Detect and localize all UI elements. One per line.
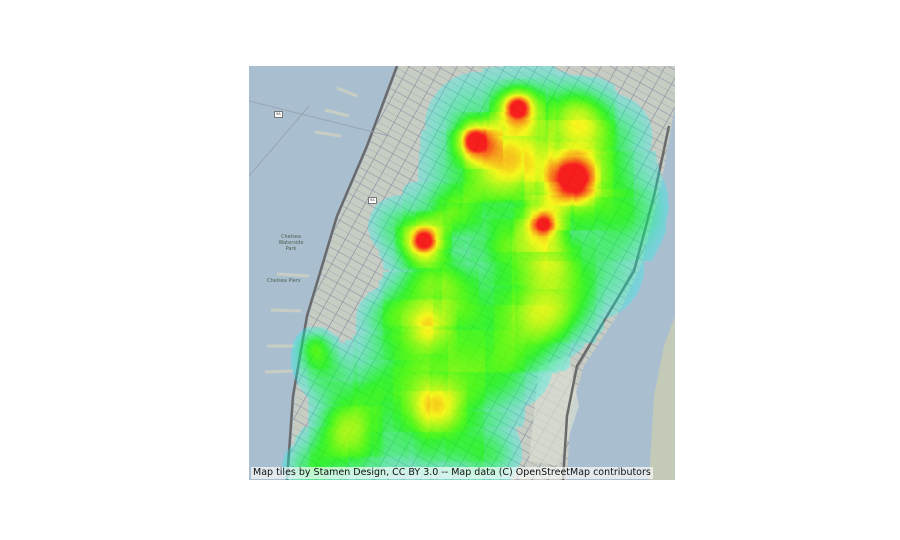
highway-shield: 9A bbox=[274, 111, 283, 118]
map-attribution: Map tiles by Stamen Design, CC BY 3.0 --… bbox=[251, 467, 653, 479]
highway-shield: 9A bbox=[368, 197, 377, 204]
density-heatmap bbox=[249, 66, 675, 480]
heatmap-map[interactable]: 9A 9A Chelsea Waterside Park Chelsea Pie… bbox=[249, 66, 675, 480]
place-label-chelsea-waterside-park: Chelsea Waterside Park bbox=[278, 234, 304, 252]
place-label-chelsea-piers: Chelsea Piers bbox=[267, 278, 301, 284]
